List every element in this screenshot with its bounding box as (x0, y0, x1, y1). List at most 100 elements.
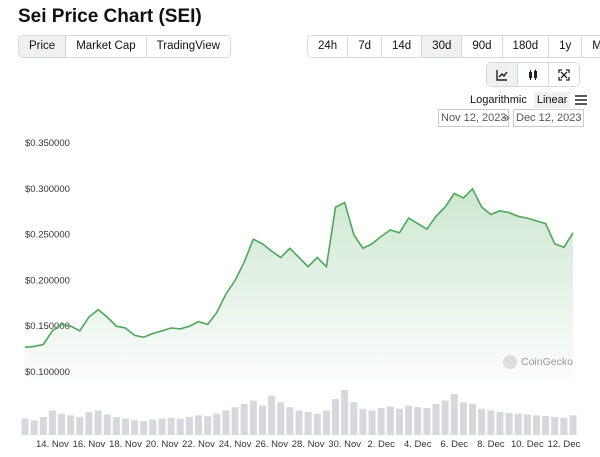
volume-bar (231, 407, 239, 435)
volume-bar (286, 407, 294, 435)
volume-bar (158, 418, 166, 435)
icon (529, 69, 537, 80)
volume-bar (21, 418, 29, 435)
volume-bar (496, 412, 504, 435)
volume-bar (48, 410, 56, 435)
scale-option[interactable]: Linear (533, 92, 571, 108)
volume-bar (76, 417, 84, 435)
button[interactable]: Market Cap (66, 36, 147, 57)
volume-bar (359, 408, 367, 435)
volume-bar (514, 413, 522, 435)
volume-bar (423, 408, 431, 435)
button[interactable]: 1y (549, 36, 583, 57)
volume-bar (441, 400, 449, 435)
watermark: CoinGecko (503, 355, 573, 369)
volume-bar (121, 418, 129, 435)
button[interactable]: TradingView (146, 36, 230, 57)
x-tick-label: 16. Nov (73, 439, 106, 450)
volume-bar (240, 403, 248, 435)
watermark-text: CoinGecko (521, 356, 573, 368)
volume-bar (149, 419, 157, 435)
volume-bar (268, 395, 276, 435)
volume-bar (386, 406, 394, 435)
volume-bar (103, 414, 111, 435)
chart-type-group (486, 62, 580, 87)
x-tick-label: 26. Nov (255, 439, 288, 450)
range-group: 24h7d14d30d90d180d1yMax (307, 35, 600, 58)
volume-bar (30, 420, 38, 435)
volume-bar (295, 410, 303, 435)
y-tick-label: $0.150000 (25, 321, 70, 332)
fullscreen-button[interactable] (549, 63, 579, 86)
volume-bar (58, 413, 66, 435)
icon (558, 68, 570, 81)
volume-bar (368, 410, 376, 435)
volume-bar (304, 412, 312, 435)
volume-bar (322, 410, 330, 435)
button[interactable]: 30d (422, 36, 463, 57)
volume-bar (542, 416, 550, 435)
x-tick-label: 2. Dec (367, 439, 395, 450)
volume-bar (350, 402, 358, 435)
volume-bar (551, 417, 559, 435)
volume-bar (258, 405, 266, 435)
price-line (24, 187, 574, 349)
line-chart-button[interactable] (487, 63, 518, 86)
button[interactable]: 7d (348, 36, 382, 57)
volume-bar (432, 403, 440, 435)
x-tick-label: 24. Nov (219, 439, 252, 450)
volume-bar (94, 410, 102, 435)
volume-bar (140, 421, 148, 435)
volume-bar (459, 402, 467, 435)
volume-bar (112, 417, 120, 435)
x-tick-label: 14. Nov (36, 439, 69, 450)
x-tick-label: 20. Nov (146, 439, 179, 450)
scale-option[interactable]: Logarithmic (470, 94, 527, 106)
date-to[interactable]: Dec 12, 2023 (513, 109, 585, 127)
icon (496, 69, 508, 81)
candle-chart-button[interactable] (518, 63, 549, 86)
button[interactable]: 180d (502, 36, 550, 57)
tab-group: Price Market Cap TradingView (18, 35, 231, 58)
volume-bar (377, 408, 385, 435)
volume-bar (249, 400, 257, 435)
button[interactable]: 90d (462, 36, 503, 57)
volume-bar (67, 415, 75, 435)
volume-bar (222, 410, 230, 435)
volume-bar (204, 416, 212, 435)
volume-bar (532, 415, 540, 435)
button[interactable]: 14d (381, 36, 423, 57)
x-tick-label: 30. Nov (328, 439, 361, 450)
x-tick-label: 12. Dec (547, 439, 580, 450)
volume-bar (277, 402, 285, 435)
x-tick-label: 4. Dec (404, 439, 432, 450)
volume-bar (395, 408, 403, 435)
button[interactable]: Price (19, 36, 67, 57)
volume-bar (405, 405, 413, 435)
y-tick-label: $0.200000 (25, 275, 70, 286)
x-tick-label: 22. Nov (182, 439, 215, 450)
scale-options: Logarithmic Linear (467, 92, 588, 108)
volume-bar (176, 418, 184, 435)
volume-bar (560, 417, 568, 435)
y-tick-label: $0.250000 (25, 230, 70, 241)
x-tick-label: 8. Dec (477, 439, 505, 450)
volume-bar (213, 413, 221, 435)
volume-bar (450, 394, 458, 435)
button[interactable]: Max (582, 36, 600, 57)
page-title: Sei Price Chart (SEI) (18, 6, 202, 27)
area-fill (25, 188, 573, 380)
x-tick-label: 6. Dec (441, 439, 469, 450)
volume-bar (313, 413, 321, 435)
x-tick-label: 18. Nov (109, 439, 142, 450)
button[interactable]: 24h (308, 36, 349, 57)
y-tick-label: $0.350000 (25, 138, 70, 149)
menu-icon[interactable] (574, 94, 588, 106)
volume-bar (414, 407, 422, 435)
volume-bar (478, 408, 486, 435)
arrow (502, 114, 510, 122)
volume-bar (131, 420, 139, 435)
volume-bar (505, 412, 513, 435)
